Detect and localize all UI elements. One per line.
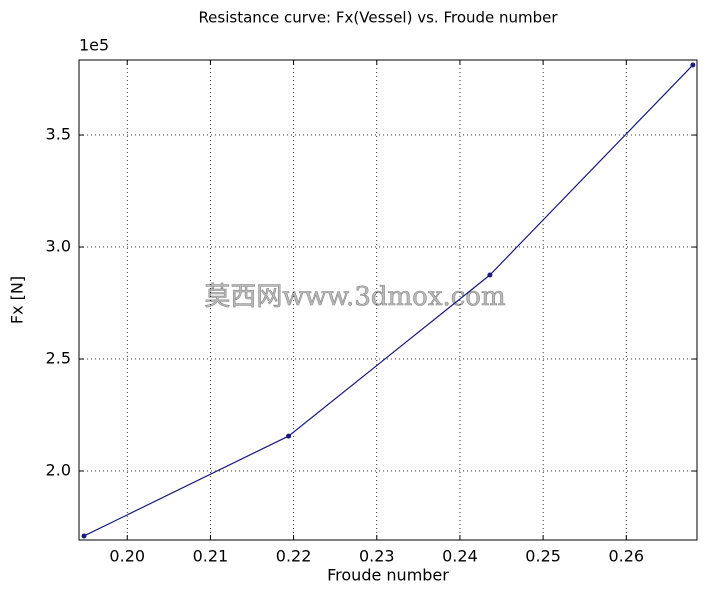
data-point <box>487 272 493 278</box>
y-tick-label: 3.0 <box>46 237 71 256</box>
y-tick-label: 3.5 <box>46 125 71 144</box>
x-tick-label: 0.22 <box>276 547 312 566</box>
y-offset-label: 1e5 <box>79 36 109 55</box>
y-tick-label: 2.0 <box>46 461 71 480</box>
plot-frame <box>78 59 698 541</box>
data-point <box>286 433 292 439</box>
data-point <box>81 533 87 539</box>
y-axis-label: Fx [N] <box>8 276 27 324</box>
x-tick-label: 0.26 <box>608 547 644 566</box>
x-tick-label: 0.25 <box>525 547 561 566</box>
watermark: 莫西网www.3dmox.com <box>204 282 505 312</box>
data-line <box>83 64 694 537</box>
x-tick-label: 0.20 <box>109 547 145 566</box>
x-tick-label: 0.23 <box>359 547 395 566</box>
y-tick-label: 2.5 <box>46 349 71 368</box>
chart-title: Resistance curve: Fx(Vessel) vs. Froude … <box>198 9 558 27</box>
x-tick-label: 0.21 <box>193 547 229 566</box>
x-axis-label: Froude number <box>327 566 449 585</box>
data-point <box>690 62 696 68</box>
x-tick-label: 0.24 <box>442 547 478 566</box>
